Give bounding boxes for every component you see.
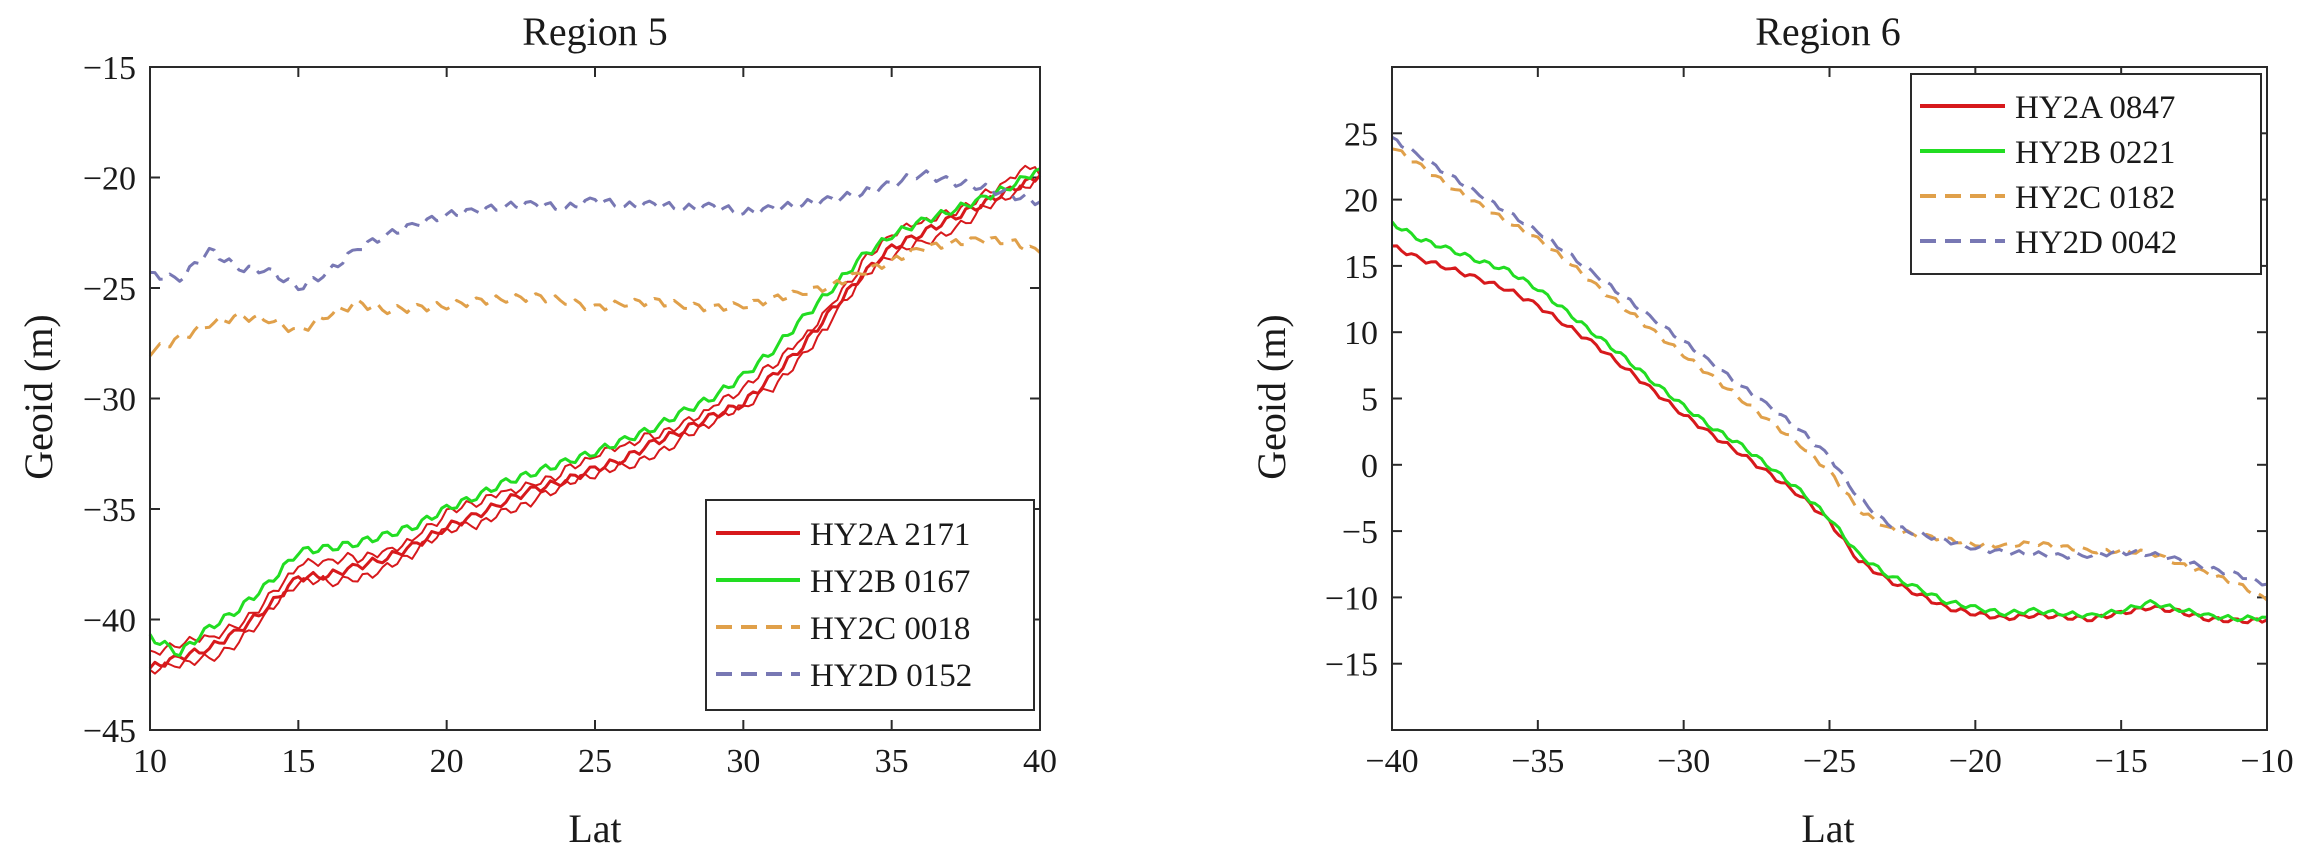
x-tick-label: −15	[2095, 743, 2148, 780]
legend: HY2A 2171 HY2B 0167 HY2C 0018 HY2D 0152	[705, 499, 1035, 711]
legend-label-hy2d: HY2D 0152	[810, 658, 972, 694]
series-line-hy2d-0042	[1391, 135, 2268, 587]
y-axis-label: Geoid (m)	[1249, 314, 1294, 480]
series-line-hy2c-0182	[1391, 147, 2268, 602]
chart-title: Region 5	[522, 9, 668, 54]
y-tick-label: −30	[83, 382, 136, 419]
chart-region-5: Region 5 Lat Geoid (m) 10 15 20 25 30 35 40 −45…	[16, 9, 1057, 851]
series-line-hy2a-0847	[1391, 244, 2268, 625]
x-tick-label: −40	[1365, 743, 1418, 780]
legend-label-hy2d: HY2D 0042	[2015, 225, 2177, 261]
x-axis-label: Lat	[1801, 806, 1854, 851]
x-tick-label: 40	[1023, 743, 1057, 780]
y-tick-label: −15	[83, 50, 136, 87]
y-tick-label: −20	[83, 161, 136, 198]
legend: HY2A 0847 HY2B 0221 HY2C 0182 HY2D 0042	[1910, 73, 2262, 275]
x-tick-label: −35	[1511, 743, 1564, 780]
y-tick-label: −10	[1325, 580, 1378, 617]
axis-ticks: −40 −35 −30 −25 −20 −15 −10 −15 −10 −5 0 5 10 15 20 25	[1325, 67, 2294, 780]
y-tick-label: −15	[1325, 647, 1378, 684]
series-line-hy2b-0167	[148, 167, 1041, 658]
x-tick-label: −25	[1803, 743, 1856, 780]
legend-label-hy2c: HY2C 0182	[2015, 180, 2175, 216]
series-line-hy2a-2171	[148, 174, 1042, 670]
x-tick-label: 25	[578, 743, 612, 780]
legend-label-hy2c: HY2C 0018	[810, 611, 970, 647]
x-tick-label: 10	[133, 743, 167, 780]
x-tick-label: −10	[2240, 743, 2293, 780]
plot-frame	[1391, 66, 2268, 731]
y-tick-label: 20	[1344, 183, 1378, 220]
series-line-hy2a-2171	[149, 164, 1041, 656]
y-tick-label: 5	[1361, 382, 1378, 419]
y-tick-label: −40	[83, 603, 136, 640]
x-tick-label: 20	[430, 743, 464, 780]
chart-title: Region 6	[1755, 9, 1901, 54]
x-tick-label: 30	[726, 743, 760, 780]
y-axis-label: Geoid (m)	[16, 314, 61, 480]
plot-frame	[149, 66, 1041, 731]
legend-label-hy2a: HY2A 0847	[2015, 90, 2175, 126]
plot-lines	[148, 164, 1042, 675]
legend-label-hy2a: HY2A 2171	[810, 517, 970, 553]
y-tick-label: −35	[83, 492, 136, 529]
plot-lines	[1390, 135, 2268, 625]
x-tick-label: 15	[281, 743, 315, 780]
y-tick-label: 0	[1361, 448, 1378, 485]
y-tick-label: 25	[1344, 116, 1378, 153]
y-tick-label: −5	[1342, 514, 1378, 551]
x-axis-label: Lat	[568, 806, 621, 851]
x-tick-label: −30	[1657, 743, 1710, 780]
y-tick-label: 15	[1344, 249, 1378, 286]
axis-ticks: 10 15 20 25 30 35 40 −45 −40 −35 −30 −25 −20 −15	[83, 50, 1057, 780]
chart-region-6: Region 6 Lat Geoid (m) −40 −35 −30 −25 −20 −1…	[1249, 9, 2294, 851]
series-line-hy2b-0221	[1390, 220, 2268, 623]
y-tick-label: −45	[83, 713, 136, 750]
x-tick-label: −20	[1949, 743, 2002, 780]
series-line-hy2c-0018	[148, 235, 1041, 357]
y-tick-label: 10	[1344, 315, 1378, 352]
legend-label-hy2b: HY2B 0221	[2015, 135, 2175, 171]
legend-label-hy2b: HY2B 0167	[810, 564, 970, 600]
x-tick-label: 35	[875, 743, 909, 780]
series-line-hy2d-0152	[149, 169, 1041, 292]
y-tick-label: −25	[83, 271, 136, 308]
